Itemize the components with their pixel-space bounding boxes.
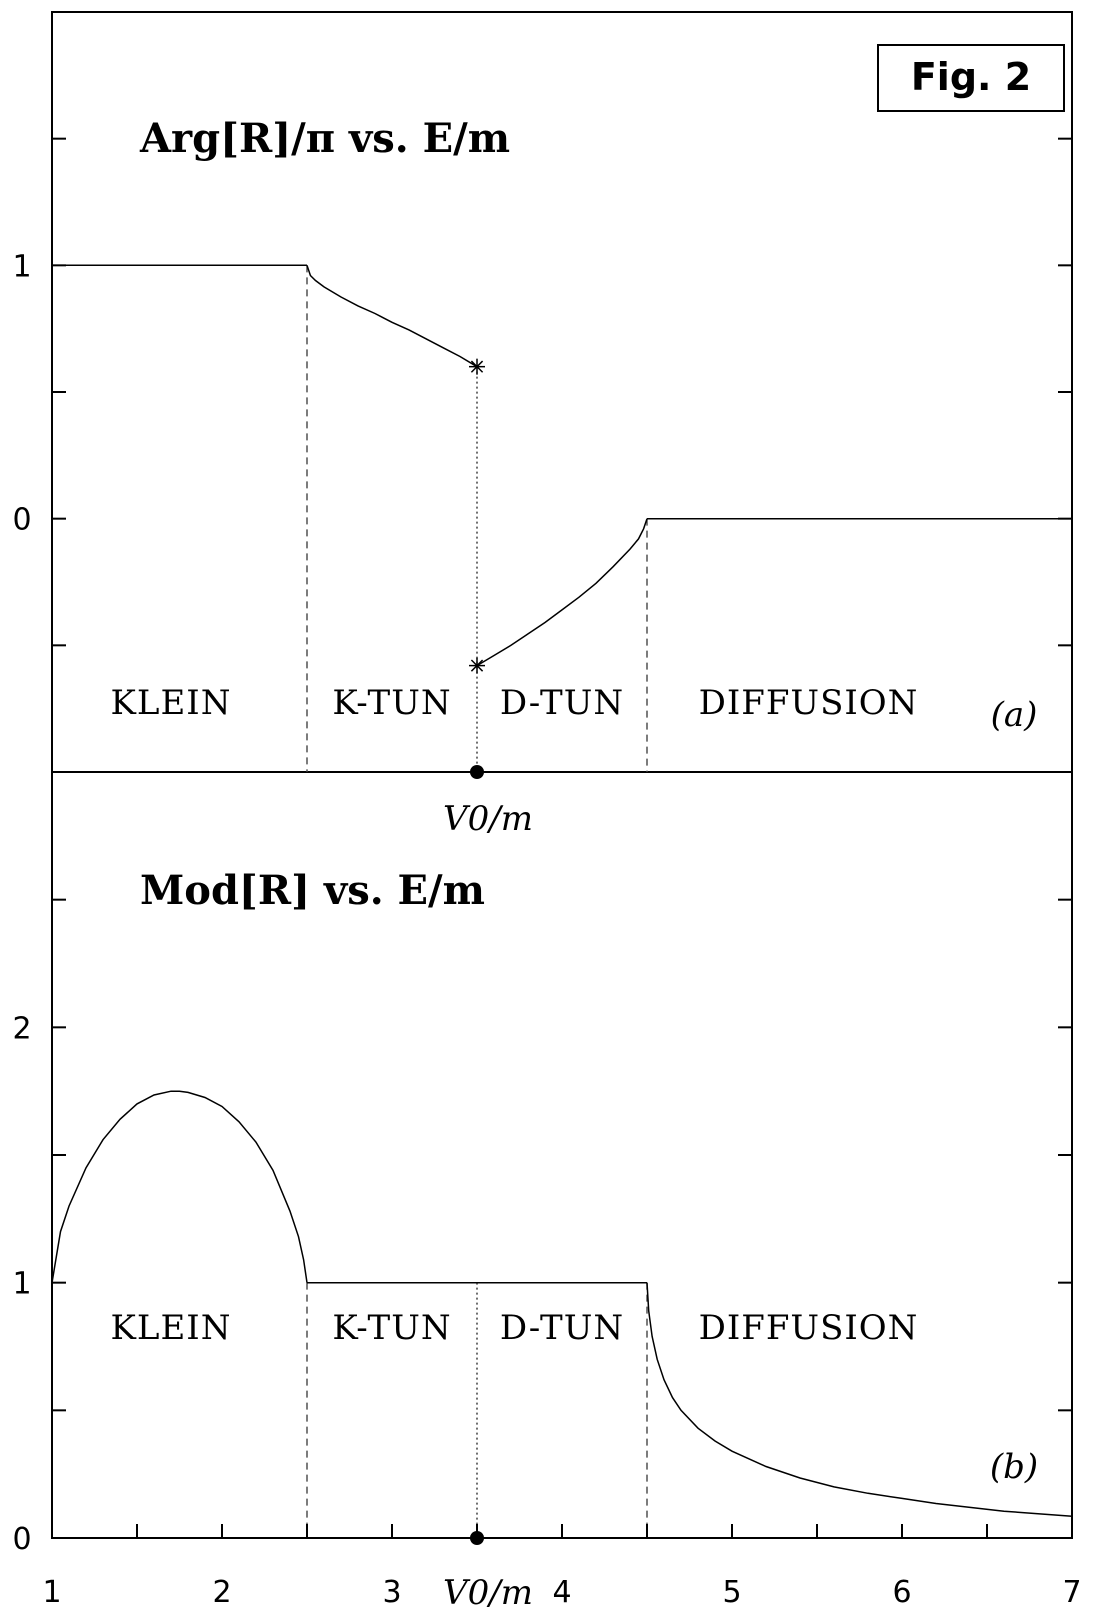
panel-a-ytick-label: 0 bbox=[12, 503, 31, 538]
panel-b-xtick-label: 3 bbox=[382, 1575, 401, 1610]
panel-a-v0-label: V0/m bbox=[443, 799, 533, 839]
panel-b-tag: (b) bbox=[990, 1447, 1038, 1487]
panel-a-region-label: KLEIN bbox=[111, 683, 232, 723]
panel-a-v0-marker bbox=[470, 765, 484, 779]
panel-b-title: Mod[R] vs. E/m bbox=[140, 867, 485, 914]
panel-a-tag: (a) bbox=[991, 695, 1038, 735]
panel-b-xtick-label: 1 bbox=[42, 1575, 61, 1610]
panel-b-v0-label: V0/m bbox=[443, 1573, 533, 1610]
panel-b-xtick-label: 4 bbox=[552, 1575, 571, 1610]
panel-b-ytick-label: 1 bbox=[12, 1267, 31, 1302]
panel-a-region-label: D-TUN bbox=[500, 683, 624, 723]
panel-a-series-1 bbox=[306, 265, 478, 368]
figure-label: Fig. 2 bbox=[911, 55, 1031, 99]
panel-b-xtick-label: 6 bbox=[892, 1575, 911, 1610]
panel-b-series-0 bbox=[51, 1090, 308, 1283]
panel-a-star-stroke bbox=[470, 360, 484, 373]
panel-a-star-point bbox=[469, 657, 485, 674]
panel-b-xtick-label: 7 bbox=[1062, 1575, 1081, 1610]
panel-b-xtick-label: 5 bbox=[722, 1575, 741, 1610]
panel-b-region-label: D-TUN bbox=[500, 1308, 624, 1348]
panel-b-region-label: K-TUN bbox=[332, 1308, 451, 1348]
panel-a-region-label: DIFFUSION bbox=[699, 683, 919, 723]
figure-label-box bbox=[877, 44, 1065, 112]
panel-a-ytick-label: 1 bbox=[12, 249, 31, 284]
panel-b-region-label: DIFFUSION bbox=[699, 1308, 919, 1348]
panel-a-series-2 bbox=[476, 518, 648, 667]
panel-a-region-label: K-TUN bbox=[332, 683, 451, 723]
panel-a-title: Arg[R]/π vs. E/m bbox=[139, 115, 510, 162]
panel-b-ytick-label: 0 bbox=[12, 1522, 31, 1557]
panel-a-star-point bbox=[469, 358, 485, 375]
panel-b-ytick-label: 2 bbox=[12, 1011, 31, 1046]
panel-b-series-2 bbox=[646, 1282, 1073, 1518]
panel-a-star-stroke bbox=[470, 659, 484, 672]
panel-b-v0-marker bbox=[470, 1531, 484, 1545]
panel-b-region-label: KLEIN bbox=[111, 1308, 232, 1348]
panel-b-xtick-label: 2 bbox=[212, 1575, 231, 1610]
